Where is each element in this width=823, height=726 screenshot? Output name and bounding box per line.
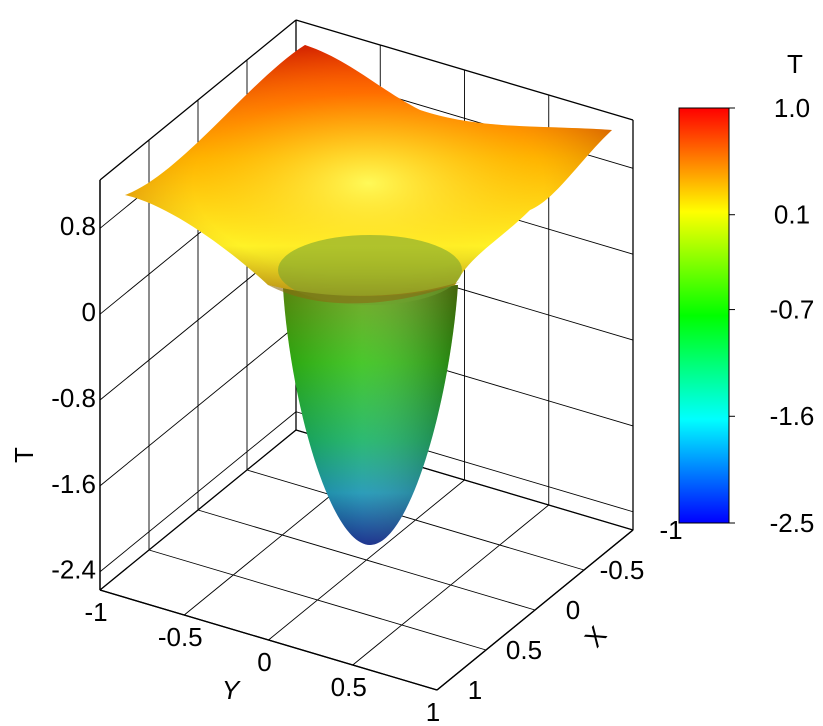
colorbar-bar — [678, 107, 730, 524]
y-axis-label: Y — [222, 675, 241, 705]
z-axis-label: T — [9, 447, 39, 463]
colorbar-tick-label: -2.5 — [770, 508, 815, 538]
front-edges: 0.8 0 -0.8 -1.6 -2.4 -1 -0.5 0 0.5 1 -1 -0.5 0 0.5 1 T Y… — [9, 180, 683, 726]
x-axis-label: X — [578, 620, 612, 653]
colorbar: T 1.0 0.1 -0.7 -1.6 -2.5 — [678, 49, 815, 538]
grid-line — [99, 325, 297, 487]
rim-front — [268, 282, 460, 304]
top-shade — [125, 45, 612, 297]
box-edge — [99, 589, 438, 691]
z-tick-label: 0.8 — [60, 211, 96, 241]
funnel-rim — [278, 235, 462, 305]
surface — [125, 45, 612, 545]
y-tick-label: 0.5 — [331, 672, 367, 702]
grid-line — [99, 411, 297, 573]
colorbar-tick-label: 0.1 — [774, 200, 810, 230]
colorbar-title: T — [787, 49, 803, 79]
colorbar-tick-label: -1.6 — [770, 401, 815, 431]
z-tick-label: -2.4 — [51, 555, 96, 585]
colorbar-tick-label: 1.0 — [774, 93, 810, 123]
y-tick-label: 0 — [257, 647, 271, 677]
y-tick-label: 1 — [426, 697, 440, 726]
funnel-shade — [283, 285, 458, 545]
x-tick-label: 0.5 — [506, 635, 542, 665]
x-tick-label: 0 — [566, 595, 580, 625]
y-tick-label: -0.5 — [158, 622, 203, 652]
z-tick-label: -0.8 — [51, 383, 96, 413]
colorbar-tick-label: -0.7 — [770, 294, 815, 324]
y-tick-label: -1 — [84, 597, 107, 627]
grid-line — [268, 479, 465, 641]
x-tick-label: -0.5 — [600, 555, 645, 585]
z-tick-label: 0 — [82, 297, 96, 327]
x-tick-label: -1 — [659, 515, 682, 545]
x-tick-label: 1 — [468, 675, 482, 705]
z-tick-label: -1.6 — [51, 469, 96, 499]
grid-line — [99, 429, 297, 591]
box-edge — [436, 529, 634, 691]
grid-line — [352, 504, 550, 666]
